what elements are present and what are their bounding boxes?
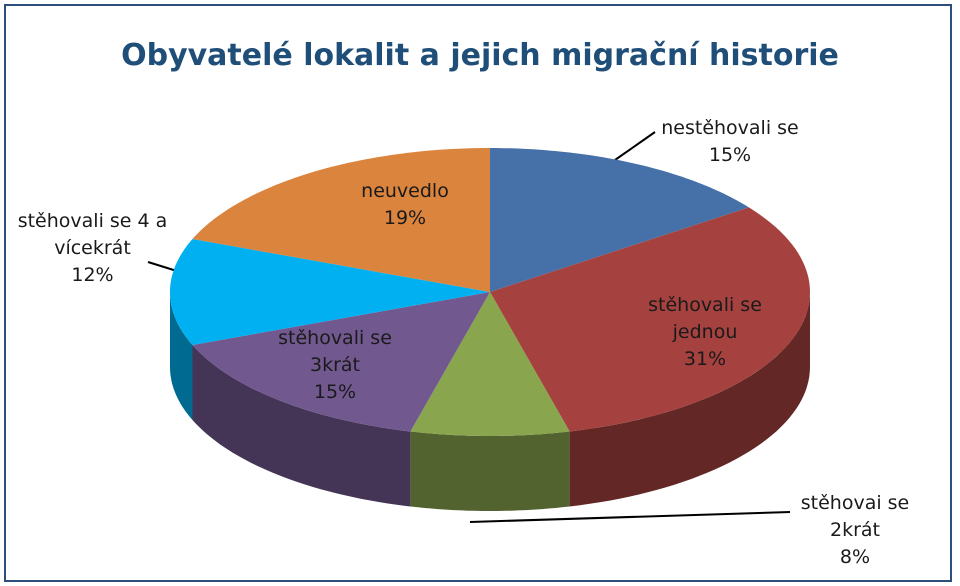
data-label: stěhovali se 4 a vícekrát 12%	[5, 208, 180, 289]
pie-slice	[490, 148, 749, 292]
pie-side	[170, 292, 193, 420]
data-label: neuvedlo 19%	[330, 178, 480, 232]
value-label: 12%	[71, 264, 114, 286]
value-label: 19%	[383, 207, 427, 229]
value-label: 8%	[839, 546, 871, 568]
leader-line	[614, 131, 656, 161]
category-label: stěhovali se jednou	[648, 294, 762, 343]
pie-slice	[410, 292, 570, 436]
pie-side	[410, 431, 570, 511]
data-label: nestěhovali se 15%	[655, 115, 805, 169]
value-label: 15%	[313, 381, 357, 403]
pie-slice	[170, 239, 490, 345]
category-label: nestěhovali se	[661, 117, 799, 139]
category-label: stěhovai se 2krát	[800, 492, 910, 541]
pie-slice	[192, 292, 490, 432]
leader-line	[469, 511, 791, 523]
value-label: 15%	[708, 144, 752, 166]
value-label: 31%	[683, 348, 727, 370]
data-label: stěhovai se 2krát 8%	[790, 490, 920, 571]
pie-slice	[490, 207, 810, 432]
category-label: stěhovali se 3krát	[278, 327, 392, 376]
category-label: neuvedlo	[361, 180, 449, 202]
data-label: stěhovali se jednou 31%	[630, 292, 780, 373]
chart-frame	[4, 4, 952, 582]
pie-side	[192, 345, 411, 507]
data-label: stěhovali se 3krát 15%	[270, 325, 400, 406]
pie-slice	[192, 148, 490, 292]
category-label: stěhovali se 4 a vícekrát	[17, 210, 168, 259]
pie-side	[569, 292, 810, 507]
chart-title: Obyvatelé lokalit a jejich migrační hist…	[121, 38, 839, 73]
